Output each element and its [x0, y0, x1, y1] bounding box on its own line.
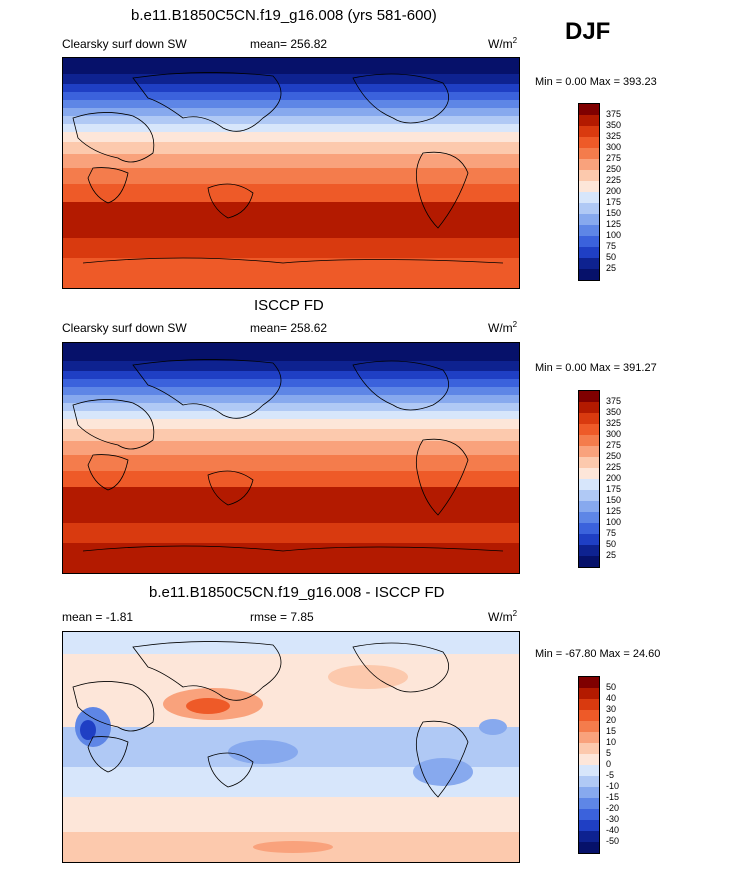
panel1-colorbar-label: 25	[606, 263, 617, 273]
panel3-map	[62, 631, 520, 863]
panel3-colorbar-label: -20	[606, 803, 620, 813]
panel3-title: b.e11.B1850C5CN.f19_g16.008 - ISCCP FD	[149, 584, 445, 601]
panel3-colorbar-label: 30	[606, 704, 617, 714]
panel1-colorbar-label: 175	[606, 197, 622, 207]
panel1-colorbar-swatches	[578, 103, 600, 281]
panel1-colorbar-label: 300	[606, 142, 622, 152]
panel2-variable-label: Clearsky surf down SW	[62, 321, 187, 335]
panel1-unit-label: W/m2	[488, 36, 518, 51]
panel1-colorbar-label: 50	[606, 252, 617, 262]
panel2-colorbar-label: 275	[606, 440, 622, 450]
panel2-colorbar-label: 225	[606, 462, 622, 472]
panel1-colorbar-label: 250	[606, 164, 622, 174]
panel1-map	[62, 57, 520, 289]
panel1-map-svg	[63, 58, 519, 288]
panel2-colorbar-label: 350	[606, 407, 622, 417]
panel3-colorbar-label: -5	[606, 770, 615, 780]
panel1-title: b.e11.B1850C5CN.f19_g16.008 (yrs 581-600…	[131, 7, 437, 24]
panel1-colorbar-label: 100	[606, 230, 622, 240]
panel2-map	[62, 342, 520, 574]
panel2-minmax: Min = 0.00 Max = 391.27	[535, 362, 657, 374]
panel3-colorbar-label: -10	[606, 781, 620, 791]
panel3-rmse-label: rmse = 7.85	[250, 610, 314, 624]
panel1-colorbar-label: 150	[606, 208, 622, 218]
panel1-colorbar-label: 325	[606, 131, 622, 141]
panel2-colorbar-label: 100	[606, 517, 622, 527]
panel1-colorbar-label: 75	[606, 241, 617, 251]
panel3-colorbar-label: 0	[606, 759, 612, 769]
panel3-mean-label: mean = -1.81	[62, 610, 134, 624]
panel3-map-svg	[63, 632, 519, 862]
panel2-map-svg	[63, 343, 519, 573]
panel1-colorbar-label: 125	[606, 219, 622, 229]
panel3-colorbar-label: 50	[606, 682, 617, 692]
panel2-colorbar-label: 75	[606, 528, 617, 538]
panel1-colorbar-label: 225	[606, 175, 622, 185]
panel2-colorbar-label: 50	[606, 539, 617, 549]
panel2-colorbar-label: 375	[606, 396, 622, 406]
panel2-colorbar-label: 325	[606, 418, 622, 428]
panel3-colorbar-label: 15	[606, 726, 617, 736]
panel3-colorbar-label: 10	[606, 737, 617, 747]
panel1-variable-label: Clearsky surf down SW	[62, 37, 187, 51]
panel1-colorbar-label: 375	[606, 109, 622, 119]
panel1-mean-label: mean= 256.82	[250, 37, 328, 51]
panel1-colorbar-label: 350	[606, 120, 622, 130]
panel2-unit-label: W/m2	[488, 320, 518, 335]
panel3-colorbar-label: -30	[606, 814, 620, 824]
panel1-colorbar-label: 200	[606, 186, 622, 196]
panel1-minmax: Min = 0.00 Max = 393.23	[535, 76, 657, 88]
panel3-colorbar-label: -50	[606, 836, 620, 846]
panel3-colorbar-label: -40	[606, 825, 620, 835]
panel1-colorbar-label: 275	[606, 153, 622, 163]
panel2-colorbar-label: 200	[606, 473, 622, 483]
panel3-minmax: Min = -67.80 Max = 24.60	[535, 648, 661, 660]
panel2-colorbar-label: 25	[606, 550, 617, 560]
panel2-colorbar-label: 250	[606, 451, 622, 461]
panel2-colorbar-label: 125	[606, 506, 622, 516]
panel3-colorbar-label: 20	[606, 715, 617, 725]
panel2-mean-label: mean= 258.62	[250, 321, 328, 335]
panel3-colorbar-label: 40	[606, 693, 617, 703]
panel3-colorbar-label: -15	[606, 792, 620, 802]
panel3-unit-label: W/m2	[488, 609, 518, 624]
panel2-colorbar-label: 300	[606, 429, 622, 439]
panel2-title: ISCCP FD	[254, 297, 324, 314]
panel3-colorbar-label: 5	[606, 748, 612, 758]
season-label: DJF	[565, 18, 611, 45]
panel2-colorbar-swatches	[578, 390, 600, 568]
panel2-colorbar-label: 150	[606, 495, 622, 505]
panel3-colorbar-swatches	[578, 676, 600, 854]
panel2-colorbar-label: 175	[606, 484, 622, 494]
